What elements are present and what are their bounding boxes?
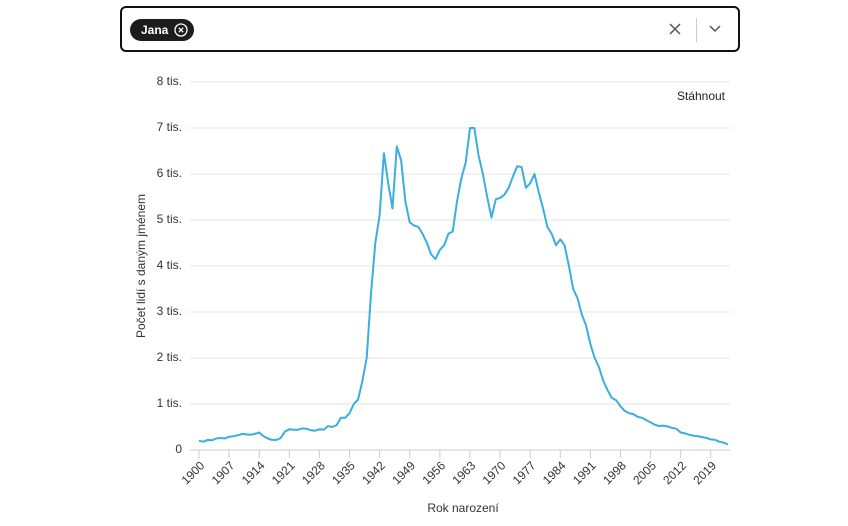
divider [696, 18, 697, 42]
dropdown-button[interactable] [708, 24, 722, 34]
download-button[interactable]: Stáhnout [676, 89, 726, 103]
x-tick-label: 1914 [239, 458, 268, 487]
y-tick-label: 4 tis. [157, 258, 182, 272]
x-tick-label: 1963 [450, 458, 479, 487]
y-axis-label: Počet lidí s daným jménem [134, 194, 148, 338]
x-tick-label: 1984 [540, 458, 569, 487]
y-tick-label: 2 tis. [157, 350, 182, 364]
chip-label: Jana [141, 23, 169, 37]
x-tick-label: 1949 [389, 458, 418, 487]
x-tick-label: 1970 [480, 458, 509, 487]
x-tick-label: 2012 [660, 458, 689, 487]
x-axis-label: Rok narození [427, 501, 499, 515]
y-tick-label: 6 tis. [157, 166, 182, 180]
y-tick-label: 1 tis. [157, 396, 182, 410]
y-tick-label: 0 [175, 442, 182, 456]
y-tick-label: 5 tis. [157, 212, 182, 226]
x-tick-label: 1928 [299, 458, 328, 487]
x-tick-label: 1956 [419, 458, 448, 487]
x-tick-label: 2005 [630, 458, 659, 487]
x-tick-label: 2019 [690, 458, 719, 487]
x-tick-label: 1900 [179, 458, 208, 487]
x-tick-label: 1921 [269, 458, 298, 487]
y-tick-label: 3 tis. [157, 304, 182, 318]
chip-remove[interactable] [174, 23, 189, 37]
y-tick-label: 8 tis. [157, 74, 182, 88]
data-line [198, 127, 729, 446]
x-tick-label: 1942 [359, 458, 388, 487]
x-tick-label: 1907 [209, 458, 238, 487]
x-tick-label: 1998 [600, 458, 629, 487]
name-chip[interactable]: Jana [130, 19, 195, 41]
search-box[interactable]: Jana [120, 6, 740, 52]
x-tick-label: 1991 [570, 458, 599, 487]
x-tick-label: 1977 [510, 458, 539, 487]
x-tick-label: 1935 [329, 458, 358, 487]
clear-button[interactable] [668, 22, 682, 36]
y-tick-label: 7 tis. [157, 120, 182, 134]
